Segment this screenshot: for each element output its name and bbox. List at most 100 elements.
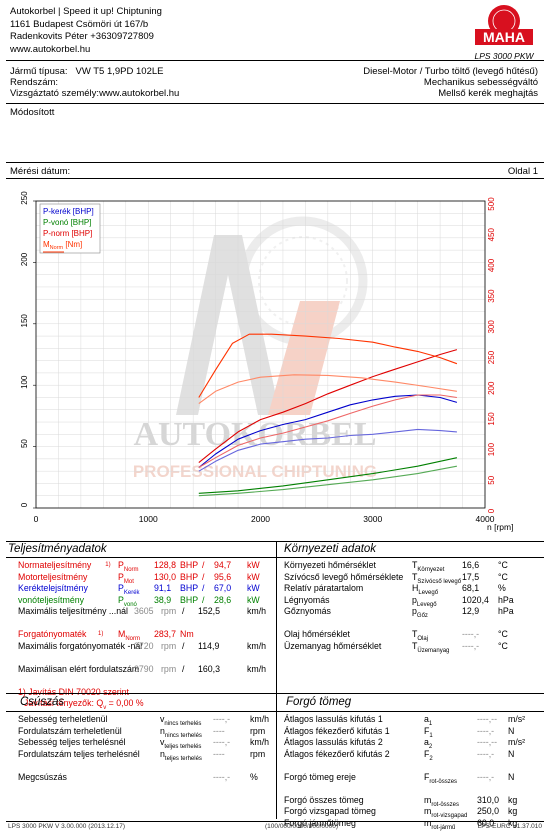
company-name: Autokorbel | Speed it up! Chiptuning: [10, 6, 162, 17]
perf-row: Forgatónyomaték 1) MNorm 283,7 Nm: [18, 629, 274, 642]
y-tick-label-right: 400: [487, 258, 496, 272]
perf-unit: rpm: [161, 640, 177, 651]
chart-grid: [35, 200, 486, 509]
env-label: Környezeti hőmérséklet: [284, 560, 376, 570]
torque-unit: Nm: [180, 629, 194, 639]
footer-right: LPS-EURC V1.37.010: [477, 823, 542, 830]
slip-unit: km/h: [250, 714, 270, 724]
perf-row: Maximális forgatónyomaték -nál 2720 rpm / 11…: [18, 641, 274, 653]
legend-box: [39, 203, 101, 254]
perf-sep: /: [182, 663, 185, 674]
divider: [6, 103, 544, 104]
x-tick-label: 0: [34, 514, 39, 524]
y-tick-label-right: 250: [487, 350, 496, 364]
perf-value-kw: 94,7: [214, 560, 232, 570]
engine-type: Diesel-Motor / Turbo töltő (levegő hűtés…: [363, 66, 538, 77]
perf-label: vonóteljesítmény: [18, 594, 85, 605]
perf-value: 2720: [134, 640, 154, 651]
env-unit: %: [498, 583, 506, 593]
perf-sep: /: [202, 560, 205, 570]
company-block: Autokorbel | Speed it up! Chiptuning 116…: [10, 6, 162, 56]
symbol: TSzívócső levegő: [412, 571, 462, 585]
slip-label: Fordulatszám teljes terhelésnél: [18, 748, 140, 759]
slip-row: [18, 760, 274, 772]
column-divider: [276, 541, 277, 693]
mass-label: Forgó tömeg ereje: [284, 771, 356, 782]
env-title: Környezeti adatok: [284, 543, 377, 555]
env-value: 17,5: [462, 571, 480, 582]
divider: [6, 711, 544, 712]
env-row: Olaj hőmérséklet TOlaj ----,- °C: [284, 629, 546, 642]
perf-sep: /: [202, 583, 205, 593]
x-tick-label: 2000: [251, 514, 270, 524]
legend-item: P-vonó [BHP]: [43, 218, 91, 227]
perf-value: 160,3: [198, 663, 221, 674]
plot-frame: [35, 200, 486, 509]
env-value: 16,6: [462, 560, 480, 570]
perf-value-kw: 28,6: [214, 594, 232, 605]
symbol: nnincs terhelés: [160, 725, 202, 739]
perf-label: Maximális forgatónyomaték -nál: [18, 640, 143, 651]
env-row: Relatív páratartalom HLevegő 68,1%: [284, 583, 546, 596]
env-row: [284, 618, 546, 630]
gearbox-type: Mechanikus sebességváltó: [423, 77, 538, 88]
mass-label: Átlagos lassulás kifutás 2: [284, 737, 383, 747]
series-line: [198, 428, 457, 472]
perf-row: Maximálisan elért fordulatszám 3790 rpm / 16…: [18, 664, 274, 676]
y-tick-label-left: 100: [20, 375, 29, 389]
x-tick-label: 4000: [476, 514, 495, 524]
y-tick-label-left: 0: [20, 502, 29, 507]
torque-value: 283,7: [154, 629, 177, 639]
mass-label: Forgó vizsgapad tömeg: [284, 806, 376, 816]
chart-axes: 0 50 100 150 200 250 0 50 100 150 200 250 300 350 400 4…: [20, 191, 513, 532]
mass-label: Átlagos fékezőerő kifutás 1: [284, 725, 390, 736]
perf-value: 3790: [134, 663, 154, 674]
y-tick-label-right: 0: [487, 508, 496, 513]
slip-label: Megcsúszás: [18, 771, 67, 782]
symbol: a1: [424, 714, 433, 727]
mass-label: Forgó összes tömeg: [284, 794, 364, 805]
env-unit: °C: [498, 629, 508, 639]
slip-unit: km/h: [250, 737, 270, 747]
chart-series: [198, 333, 458, 497]
slip-value: ----,-: [213, 771, 231, 782]
divider: [6, 541, 544, 542]
env-unit: °C: [498, 571, 508, 582]
mass-unit: kg: [508, 806, 518, 816]
perf-sep: /: [182, 640, 185, 651]
perf-value: 3605: [134, 606, 154, 616]
measure-date-label: Mérési dátum:: [10, 166, 71, 177]
slip-label: Sebesség terheletlenül: [18, 714, 108, 724]
perf-unit: km/h: [247, 606, 267, 616]
mass-row: Átlagos fékezőerő kifutás 2 F2 ----,- N: [284, 749, 546, 762]
perf-unit-bhp: BHP: [180, 560, 199, 570]
divider: [6, 821, 544, 822]
env-value: 68,1: [462, 583, 480, 593]
symbol: F1: [424, 725, 433, 739]
modified-label: Módosított: [10, 107, 55, 118]
y-tick-label-left: 200: [20, 252, 29, 266]
env-row: Légnyomás pLevegő 1020,4 hPa: [284, 595, 546, 608]
perf-row: Motorteljesítmény PMot 130,0 BHP/ 95,6 kW: [18, 572, 274, 585]
perf-unit: rpm: [161, 663, 177, 674]
series-line: [198, 394, 457, 468]
mass-unit: kg: [508, 794, 518, 805]
mass-table: Átlagos lassulás kifutás 1 a1 ----,-- m/s² Á…: [284, 714, 546, 830]
series-line: [198, 465, 458, 497]
drive-type: Mellső kerék meghajtás: [438, 88, 538, 99]
symbol: nteljes terhelés: [160, 748, 202, 762]
vehicle-info-left: Jármű típusa: VW T5 1,9PD 102LE Rendszám…: [10, 66, 179, 99]
perf-value-bhp: 38,9: [154, 594, 172, 605]
env-unit: °C: [498, 560, 508, 570]
mass-value: ----,-: [477, 771, 495, 782]
perf-row: Normateljesítmény 1) PNorm 128,8 BHP/ 94,7 kW: [18, 560, 274, 573]
slip-row: Fordulatszám teljes terhelésnél nteljes t…: [18, 748, 274, 762]
env-table: Környezeti hőmérséklet TKörnyezet 16,6 °C Sz…: [284, 560, 546, 654]
perf-sep: /: [182, 606, 185, 616]
symbol: F2: [424, 748, 433, 762]
spacer-row: [18, 652, 274, 664]
tester-label: Vizsgáztató személy:: [10, 88, 100, 99]
maha-logo: MAHA LPS 3000 PKW: [472, 3, 536, 61]
company-contact: Radenkovits Péter +36309727809: [10, 31, 154, 42]
env-row: Üzemanyag hőmérséklet TÜzemanyag ----,- °C: [284, 641, 546, 654]
